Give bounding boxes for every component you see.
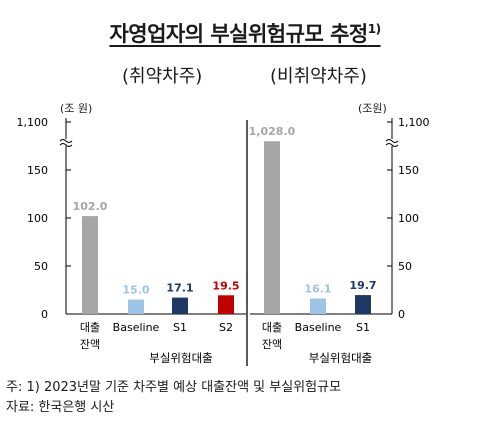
right-y-tick-label: 1,100 [398,116,430,129]
right-group-label: 부실위험대출 [309,351,372,365]
left-axis-break-mark [59,139,73,147]
right-bar [264,141,280,314]
left-category-label: S2 [219,321,233,334]
left-y-tick-label: 100 [27,212,48,225]
left-bar [218,295,234,314]
left-unit-label: (조 원) [60,102,93,115]
left-bar [128,299,144,314]
right-category-label: Baseline [295,321,342,334]
left-category-label: 잔액 [80,338,100,351]
title-footnote-mark: 1) [367,22,381,36]
right-bar-value-label: 19.7 [349,279,376,292]
left-bar-value-label: 102.0 [73,200,108,213]
right-unit-label: (조원) [358,102,387,115]
right-bar-value-label: 1,028.0 [249,125,296,138]
right-bar [310,298,326,314]
right-axis-break-mark [385,139,399,147]
left-category-label: S1 [173,321,187,334]
left-bar-value-label: 15.0 [122,284,149,297]
right-y-tick-label: 50 [398,260,412,273]
chart-title: 자영업자의 부실위험규모 추정1) [109,22,381,46]
left-bar [172,297,188,314]
source-note: 자료: 한국은행 시산 [6,400,115,415]
left-group-label: 부실위험대출 [149,351,212,365]
left-bar-value-label: 17.1 [166,282,193,295]
right-bar [355,295,371,314]
footnote: 주: 1) 2023년말 기준 차주별 예상 대출잔액 및 부실위험규모 [6,380,342,395]
right-bar-value-label: 16.1 [304,283,331,296]
left-bar-value-label: 19.5 [212,279,239,292]
left-y-tick-label: 50 [34,260,48,273]
right-y-tick-label: 100 [398,212,419,225]
left-y-tick-label: 0 [41,308,48,321]
left-category-label: 대출 [80,321,100,334]
left-y-tick-label: 150 [27,164,48,177]
left-bar [82,216,98,314]
right-y-tick-label: 0 [398,308,405,321]
left-y-tick-label: 1,100 [17,116,49,129]
right-category-label: S1 [356,321,370,334]
left-panel-subtitle: (취약차주) [122,66,203,87]
right-category-label: 잔액 [262,338,282,351]
right-category-label: 대출 [262,321,282,334]
left-category-label: Baseline [113,321,160,334]
right-y-tick-label: 150 [398,164,419,177]
right-panel-subtitle: (비취약차주) [270,66,367,87]
